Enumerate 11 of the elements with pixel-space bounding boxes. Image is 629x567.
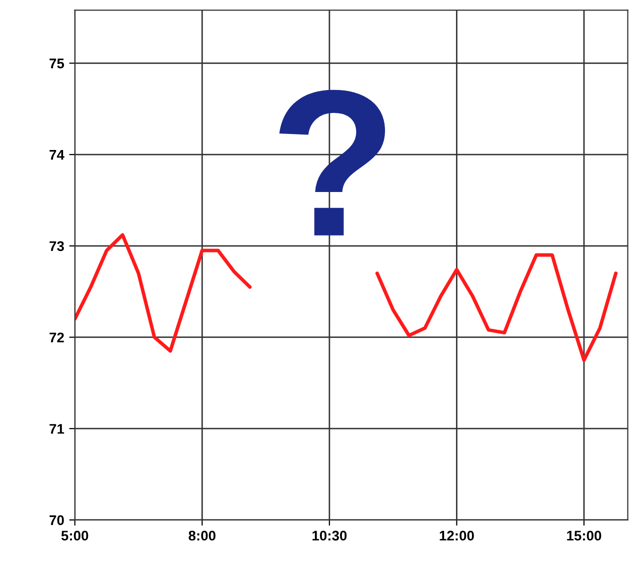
y-tick-label: 74 [50, 150, 64, 160]
x-tick-label: 8:00 [188, 530, 216, 541]
y-tick-label: 71 [50, 424, 64, 434]
y-tick-label: 72 [50, 332, 64, 342]
x-tick-label: 10:30 [312, 530, 347, 541]
x-tick-label: 15:00 [567, 530, 602, 541]
y-tick-label: 73 [50, 241, 64, 252]
y-tick-label: 75 [50, 58, 64, 68]
x-tick-label: 12:00 [440, 530, 474, 541]
x-tick-label: 5:00 [61, 530, 88, 541]
y-tick-label: 70 [50, 515, 64, 526]
